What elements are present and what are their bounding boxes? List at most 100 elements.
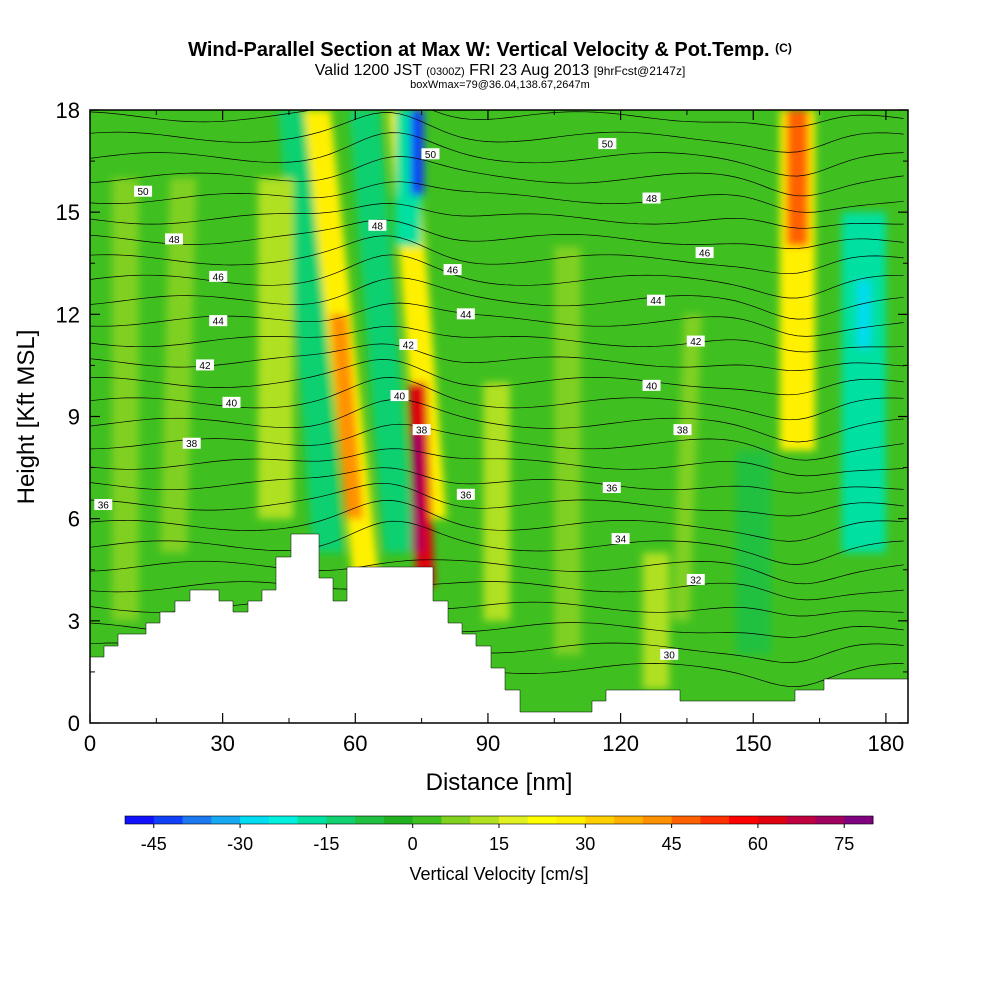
theta-contour-label: 32 xyxy=(686,573,705,586)
colorbar-tick-label: 0 xyxy=(408,834,418,854)
velocity-cell xyxy=(278,110,344,553)
theta-contour-label: 44 xyxy=(456,308,475,321)
svg-text:48: 48 xyxy=(168,235,180,246)
x-tick-label: 180 xyxy=(868,731,905,756)
y-tick-label: 15 xyxy=(56,200,80,225)
colorbar-swatch xyxy=(240,816,270,824)
colorbar-tick-label: -30 xyxy=(227,834,253,854)
colorbar-swatch xyxy=(441,816,471,824)
valid-zulu: (0300Z) xyxy=(426,66,465,78)
theta-contour-line xyxy=(90,343,904,371)
x-tick-label: 120 xyxy=(602,731,639,756)
x-tick-label: 150 xyxy=(735,731,772,756)
svg-text:36: 36 xyxy=(460,490,472,501)
theta-contour-label: 40 xyxy=(222,396,241,409)
colorbar-label: Vertical Velocity [cm/s] xyxy=(409,864,588,884)
theta-contour-line xyxy=(90,423,904,461)
svg-text:30: 30 xyxy=(664,650,676,661)
x-axis-label: Distance [nm] xyxy=(426,769,573,796)
svg-text:38: 38 xyxy=(677,426,689,437)
y-tick-label: 6 xyxy=(68,507,80,532)
colorbar-tick-label: -15 xyxy=(313,834,339,854)
theta-contour-line xyxy=(90,467,904,494)
colorbar-swatch xyxy=(268,816,299,824)
theta-contour-label: 46 xyxy=(209,270,228,283)
theta-contour-label: 50 xyxy=(421,148,440,161)
theta-contour-line xyxy=(90,482,904,517)
theta-contour-label: 36 xyxy=(456,488,475,501)
colorbar-swatch xyxy=(614,816,644,824)
theta-contour-line xyxy=(90,254,904,299)
x-tick-label: 30 xyxy=(210,731,234,756)
chart-valid-line: Valid 1200 JST (0300Z) FRI 23 Aug 2013 [… xyxy=(315,62,686,79)
valid-time: Valid 1200 JST xyxy=(315,62,423,79)
velocity-cell xyxy=(349,110,415,553)
colorbar-swatch xyxy=(499,816,529,824)
theta-contour-label: 38 xyxy=(182,437,201,450)
velocity-cell xyxy=(258,178,294,519)
velocity-cell xyxy=(642,552,670,689)
colorbar-swatch xyxy=(844,816,874,824)
theta-contour-label: 48 xyxy=(368,219,387,232)
y-axis-label: Height [Kft MSL] xyxy=(13,330,40,505)
theta-contour-line xyxy=(90,325,904,353)
theta-contour-label: 46 xyxy=(695,247,714,260)
velocity-cell xyxy=(160,178,197,553)
velocity-cell xyxy=(554,246,581,655)
theta-contour-label: 44 xyxy=(209,315,228,328)
colorbar-swatch xyxy=(729,816,759,824)
colorbar-swatch xyxy=(326,816,356,824)
theta-contour-line xyxy=(90,359,904,396)
box-wmax-line: boxWmax=79@36.04,138.67,2647m xyxy=(410,79,590,91)
svg-text:46: 46 xyxy=(699,249,711,260)
x-tick-label: 60 xyxy=(343,731,367,756)
colorbar-tick-label: 45 xyxy=(662,834,682,854)
theta-contour-label: 50 xyxy=(598,138,617,151)
theta-contour-label: 40 xyxy=(390,390,409,403)
colorbar-swatch xyxy=(211,816,241,824)
svg-text:36: 36 xyxy=(606,484,618,495)
theta-contour-label: 34 xyxy=(611,533,630,546)
theta-contour-line xyxy=(90,156,904,197)
valid-date: FRI 23 Aug 2013 xyxy=(469,62,589,79)
theta-contour-line xyxy=(90,203,904,229)
theta-contour-label: 42 xyxy=(195,359,214,372)
theta-contour-line xyxy=(90,112,904,153)
colorbar-tick-label: 30 xyxy=(575,834,595,854)
velocity-cell xyxy=(735,450,771,655)
svg-text:42: 42 xyxy=(403,340,415,351)
velocity-cell xyxy=(857,280,871,349)
colorbar-tick-label: 15 xyxy=(489,834,509,854)
y-tick-label: 12 xyxy=(56,302,80,327)
theta-contour-line xyxy=(90,520,904,565)
y-tick-label: 9 xyxy=(68,405,80,430)
colorbar-swatch xyxy=(297,816,327,824)
x-tick-label: 90 xyxy=(476,731,500,756)
svg-text:32: 32 xyxy=(690,575,702,586)
colorbar-swatch xyxy=(355,816,385,824)
svg-text:48: 48 xyxy=(646,194,658,205)
theta-contour-line xyxy=(90,110,904,128)
colorbar-swatch xyxy=(815,816,845,824)
svg-text:44: 44 xyxy=(650,296,662,307)
colorbar: -45 -30 -15 0 15 30 45 60 75 xyxy=(124,815,874,854)
theta-contour-line xyxy=(90,398,904,443)
velocity-cell xyxy=(672,314,702,621)
theta-contour-label: 50 xyxy=(134,185,153,198)
theta-contour-line xyxy=(90,581,904,601)
svg-text:40: 40 xyxy=(394,392,406,403)
velocity-cell xyxy=(786,110,809,247)
svg-text:48: 48 xyxy=(372,221,384,232)
colorbar-tick-label: 60 xyxy=(748,834,768,854)
theta-contour-label: 48 xyxy=(165,233,184,246)
colorbar-tick-label: 75 xyxy=(834,834,854,854)
velocity-cell xyxy=(483,382,511,621)
chart-title-main: Wind-Parallel Section at Max W: Vertical… xyxy=(188,39,769,61)
theta-contour-line xyxy=(90,132,904,177)
colorbar-swatch xyxy=(757,816,788,824)
colorbar-swatch xyxy=(470,816,500,824)
theta-contour-label: 38 xyxy=(412,424,431,437)
theta-contour-label: 42 xyxy=(399,338,418,351)
velocity-cell xyxy=(411,433,423,553)
